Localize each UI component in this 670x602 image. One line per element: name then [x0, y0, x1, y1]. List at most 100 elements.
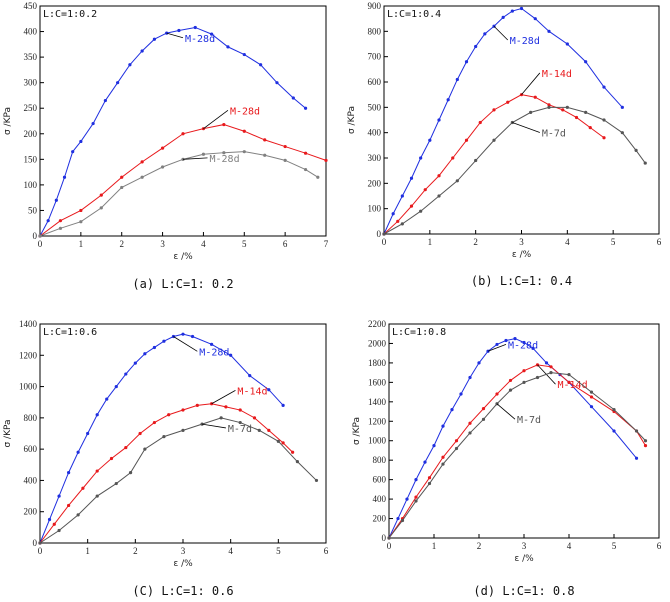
data-point	[589, 395, 594, 399]
y-tick-label: 250	[24, 103, 38, 113]
data-point	[76, 450, 80, 454]
data-point	[450, 408, 454, 412]
series-line	[39, 151, 319, 237]
data-point	[584, 60, 588, 64]
data-point	[138, 431, 142, 436]
y-tick-label: 600	[373, 475, 387, 485]
data-point	[481, 407, 486, 411]
data-point	[303, 167, 308, 172]
data-point	[474, 44, 478, 49]
data-point	[263, 138, 267, 142]
series-label: M-28d	[199, 347, 229, 358]
data-point	[464, 60, 469, 64]
data-point	[455, 179, 459, 183]
data-point	[533, 95, 537, 99]
data-point	[547, 103, 551, 107]
y-tick-label: 200	[368, 178, 382, 188]
series-leader-line	[166, 32, 184, 39]
data-point	[222, 151, 226, 155]
data-point	[437, 194, 441, 198]
y-tick-label: 200	[24, 507, 38, 517]
x-tick-label: 3	[160, 239, 165, 249]
data-point	[561, 108, 565, 112]
data-point	[71, 150, 75, 154]
data-point	[643, 161, 647, 165]
x-tick-label: 3	[519, 237, 524, 247]
data-point	[162, 339, 166, 343]
data-point	[143, 447, 147, 451]
data-point	[508, 378, 513, 383]
series-2: M-28d	[38, 150, 320, 238]
x-tick-label: 6	[324, 546, 329, 556]
x-axis-label: ε /%	[173, 559, 193, 569]
data-point	[124, 445, 128, 450]
y-tick-label: 1800	[368, 358, 387, 368]
data-point	[165, 31, 169, 35]
data-point	[114, 384, 118, 389]
data-point	[38, 541, 42, 545]
data-point	[160, 165, 165, 169]
series-leader-line	[173, 336, 198, 352]
x-tick-label: 4	[565, 237, 570, 247]
x-tick-label: 2	[477, 541, 482, 551]
series-1: M-14d	[382, 69, 606, 236]
data-point	[409, 204, 414, 208]
data-point	[396, 516, 400, 521]
data-point	[574, 115, 579, 120]
x-axis-label: ε /%	[514, 554, 534, 564]
data-point	[177, 28, 181, 33]
data-point	[414, 499, 418, 503]
data-point	[432, 443, 436, 448]
data-point	[567, 372, 571, 377]
data-point	[602, 118, 606, 122]
data-point	[128, 63, 132, 67]
data-point	[152, 37, 156, 41]
x-tick-label: 4	[201, 239, 206, 249]
y-tick-label: 0	[33, 538, 38, 548]
data-point	[400, 222, 404, 226]
data-point	[46, 219, 50, 223]
data-point	[446, 98, 450, 102]
data-point	[143, 352, 147, 356]
data-point	[152, 420, 156, 425]
data-point	[140, 160, 144, 164]
data-point	[437, 118, 441, 122]
data-point	[226, 45, 230, 49]
x-tick-label: 3	[181, 546, 186, 556]
y-tick-label: 600	[368, 77, 382, 87]
data-point	[62, 175, 67, 179]
x-tick-label: 1	[428, 237, 433, 247]
data-point	[584, 110, 588, 114]
data-point	[295, 460, 299, 464]
series-line	[39, 417, 317, 544]
data-point	[281, 441, 285, 445]
data-point	[52, 522, 56, 526]
series-2: M-7d	[382, 105, 647, 236]
data-point	[283, 158, 287, 162]
x-axis-label: ε /%	[512, 250, 532, 260]
data-point	[242, 129, 246, 133]
series-leader-line	[211, 390, 236, 405]
data-point	[419, 209, 423, 213]
series-leader-line	[182, 157, 208, 160]
series-line	[383, 106, 646, 235]
x-tick-label: 1	[85, 546, 90, 556]
data-point	[478, 120, 482, 125]
data-point	[414, 478, 418, 482]
data-point	[242, 52, 246, 57]
data-point	[565, 42, 569, 46]
data-point	[238, 408, 242, 412]
data-point	[57, 494, 61, 498]
inset-label: L:C=1:0.4	[387, 9, 441, 20]
data-point	[181, 132, 185, 136]
data-point	[124, 372, 128, 376]
series-line	[39, 403, 293, 544]
data-point	[464, 138, 469, 142]
data-point	[459, 392, 463, 396]
data-point	[508, 388, 513, 392]
data-point	[95, 469, 99, 473]
data-point	[181, 428, 185, 432]
data-point	[210, 342, 214, 346]
data-point	[47, 517, 52, 522]
data-point	[589, 390, 594, 394]
